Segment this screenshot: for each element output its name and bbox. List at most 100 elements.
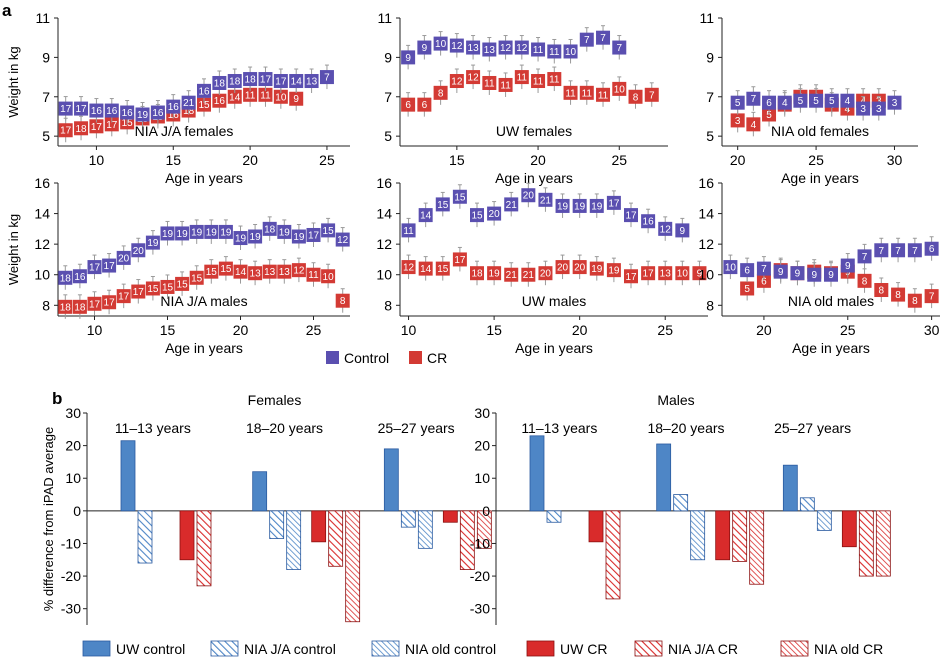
data-point bbox=[102, 295, 117, 310]
data-point bbox=[233, 264, 248, 279]
chart-title: NIA old males bbox=[788, 293, 874, 309]
bar-chart-females_diff: 30 20 10 0 -10 -20 -30 % difference from iPAD a… bbox=[41, 392, 492, 625]
legend-b-swatch bbox=[780, 640, 809, 657]
data-point bbox=[793, 93, 808, 108]
bar bbox=[841, 510, 857, 548]
data-point-label: 16 bbox=[106, 106, 118, 117]
data-point bbox=[857, 249, 872, 264]
data-point bbox=[258, 87, 273, 102]
legend-b-label: UW CR bbox=[560, 641, 607, 657]
data-point bbox=[874, 283, 889, 298]
data-point-label: 13 bbox=[279, 267, 291, 278]
y-tick-label: 5 bbox=[706, 128, 714, 144]
y-axis-title: Weight in kg bbox=[6, 46, 21, 117]
bar bbox=[311, 510, 327, 543]
data-point bbox=[452, 189, 467, 204]
data-point bbox=[227, 89, 242, 104]
data-point bbox=[131, 243, 146, 258]
data-point bbox=[89, 119, 104, 134]
y-tick-label: 16 bbox=[698, 175, 714, 191]
x-axis-title: Age in years bbox=[165, 170, 243, 186]
data-point-label: 5 bbox=[829, 96, 835, 107]
x-tick-label: 15 bbox=[449, 152, 465, 168]
data-point bbox=[547, 44, 562, 59]
data-point-label: 5 bbox=[744, 284, 750, 295]
data-point-label: 13 bbox=[660, 269, 672, 280]
data-point-label: 19 bbox=[137, 110, 149, 121]
data-point-label: 16 bbox=[214, 96, 226, 107]
y-tick-label: 9 bbox=[42, 49, 50, 65]
data-point-label: 9 bbox=[828, 270, 834, 281]
data-point bbox=[641, 214, 656, 229]
data-point bbox=[612, 40, 627, 55]
data-point bbox=[482, 42, 497, 57]
data-point bbox=[160, 226, 175, 241]
data-point-label: 10 bbox=[725, 263, 737, 274]
data-point bbox=[482, 75, 497, 90]
data-point bbox=[740, 281, 755, 296]
data-point-label: 9 bbox=[795, 269, 801, 280]
y-tick-label: 0 bbox=[73, 503, 81, 519]
data-point-label: 9 bbox=[778, 267, 784, 278]
data-point bbox=[145, 235, 160, 250]
data-point-label: 7 bbox=[761, 264, 767, 275]
data-point-label: 13 bbox=[468, 43, 480, 54]
data-point-label: 13 bbox=[250, 269, 262, 280]
data-point-label: 17 bbox=[454, 255, 466, 266]
data-point bbox=[104, 117, 119, 132]
data-point-label: 20 bbox=[557, 263, 569, 274]
data-point bbox=[72, 269, 87, 284]
data-point-label: 17 bbox=[133, 287, 145, 298]
data-point-label: 8 bbox=[438, 88, 444, 99]
data-point-label: 15 bbox=[437, 200, 449, 211]
data-point bbox=[204, 224, 219, 239]
data-point-label: 15 bbox=[323, 226, 335, 237]
data-point bbox=[102, 258, 117, 273]
data-point bbox=[487, 206, 502, 221]
data-point-label: 5 bbox=[798, 96, 804, 107]
data-point-label: 14 bbox=[235, 267, 247, 278]
data-point bbox=[74, 121, 89, 136]
x-axis-title: Age in years bbox=[781, 170, 859, 186]
data-point bbox=[89, 103, 104, 118]
data-point-label: 18 bbox=[245, 75, 257, 86]
data-point-label: 13 bbox=[306, 77, 318, 88]
data-point-label: 10 bbox=[677, 269, 689, 280]
bar bbox=[656, 443, 672, 512]
x-tick-label: 25 bbox=[306, 322, 322, 338]
data-point bbox=[145, 281, 160, 296]
series-control: 11 14 15 15 15 20 21 20 21 19 19 19 17 17 16 12 9 bbox=[401, 182, 690, 243]
legend-a-cr-label: CR bbox=[427, 350, 447, 366]
data-point bbox=[470, 208, 484, 223]
data-point-label: 17 bbox=[104, 298, 116, 309]
data-point bbox=[809, 93, 824, 108]
data-point-label: 6 bbox=[405, 100, 411, 111]
data-point-label: 8 bbox=[633, 92, 639, 103]
data-point bbox=[790, 266, 805, 281]
data-point-label: 5 bbox=[766, 110, 772, 121]
data-point bbox=[435, 261, 450, 276]
bar bbox=[345, 510, 361, 623]
data-point bbox=[104, 103, 119, 118]
data-point-label: 8 bbox=[879, 286, 885, 297]
data-point-label: 9 bbox=[845, 261, 851, 272]
data-point-label: 21 bbox=[506, 200, 518, 211]
y-tick-label: 30 bbox=[474, 405, 490, 421]
bar-chart-males_diff: 30 20 10 0 -10 -20 -30 Males 11–13 years 18–20 ye… bbox=[470, 392, 891, 625]
y-tick-label: 9 bbox=[384, 49, 392, 65]
data-point-label: 18 bbox=[229, 77, 241, 88]
data-point-label: 21 bbox=[523, 270, 535, 281]
y-tick-label: 10 bbox=[698, 267, 714, 283]
data-point bbox=[401, 260, 416, 275]
group-label: 18–20 years bbox=[647, 420, 724, 436]
bar bbox=[400, 510, 416, 528]
data-point-label: 7 bbox=[751, 94, 757, 105]
y-axis-title: % difference from iPAD average bbox=[41, 427, 56, 612]
data-point bbox=[555, 198, 570, 213]
data-point-label: 16 bbox=[643, 217, 655, 228]
data-point-label: 10 bbox=[275, 92, 287, 103]
data-point bbox=[555, 260, 570, 275]
group-label: 25–27 years bbox=[378, 420, 455, 436]
data-point bbox=[150, 105, 165, 120]
